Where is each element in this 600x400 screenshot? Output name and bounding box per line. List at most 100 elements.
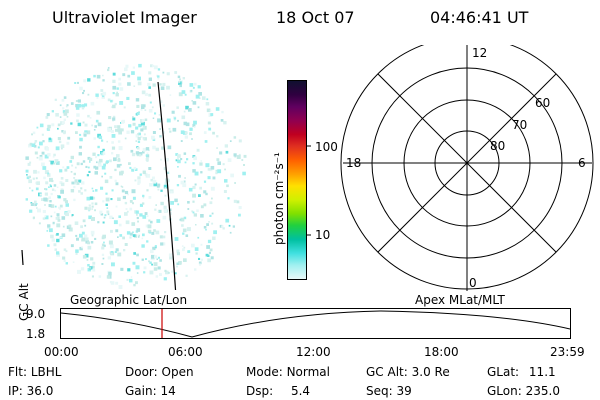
speckle — [205, 192, 208, 196]
speckle — [106, 275, 111, 279]
speckle — [192, 200, 195, 203]
speckle — [141, 244, 145, 248]
speckle — [87, 93, 90, 96]
speckle — [135, 210, 139, 214]
speckle — [111, 152, 114, 155]
speckle — [118, 285, 123, 289]
speckle — [238, 153, 241, 156]
speckle — [120, 267, 124, 271]
speckle — [183, 152, 187, 155]
speckle — [223, 121, 227, 125]
speckle — [47, 172, 50, 175]
speckle — [92, 268, 96, 272]
speckle — [25, 198, 28, 201]
speckle — [242, 171, 246, 176]
speckle — [44, 204, 46, 206]
speckle — [106, 160, 109, 164]
speckle — [222, 227, 225, 230]
speckle — [110, 198, 113, 201]
speckle — [110, 99, 113, 103]
speckle — [87, 166, 90, 169]
speckle — [142, 233, 145, 237]
speckle — [103, 241, 105, 244]
speckle — [124, 137, 127, 140]
speckle — [49, 177, 53, 182]
speckle — [167, 199, 169, 202]
speckle — [86, 196, 91, 201]
speckle — [156, 219, 161, 223]
speckle — [102, 148, 105, 152]
speckle — [126, 210, 129, 213]
speckle — [192, 193, 196, 198]
speckle — [111, 134, 116, 138]
speckle — [44, 215, 49, 220]
speckle — [176, 158, 179, 161]
mlt-label-18: 18 — [346, 156, 362, 170]
speckle — [141, 105, 145, 109]
speckle — [61, 121, 65, 125]
speckle — [76, 162, 80, 166]
speckle — [38, 222, 41, 225]
speckle — [102, 152, 106, 155]
speckle — [145, 258, 147, 260]
speckle — [158, 256, 160, 259]
speckle — [98, 163, 102, 167]
speckle — [103, 216, 106, 219]
speckle — [210, 186, 215, 191]
speckle — [194, 268, 197, 271]
speckle — [102, 234, 106, 239]
speckle — [183, 246, 186, 249]
speckle — [177, 261, 181, 265]
speckle — [228, 224, 231, 227]
speckle — [236, 155, 241, 159]
speckle — [132, 116, 134, 118]
speckle — [64, 168, 68, 172]
speckle — [140, 128, 144, 132]
speckle — [55, 113, 59, 117]
speckle — [148, 109, 153, 113]
speckle — [103, 163, 106, 167]
speckle — [44, 170, 49, 174]
speckle — [154, 208, 157, 211]
speckle — [94, 237, 97, 240]
speckle — [51, 123, 55, 127]
speckle — [66, 166, 70, 169]
speckle — [28, 175, 31, 179]
speckle — [185, 274, 188, 277]
speckle — [36, 203, 38, 205]
speckle — [221, 110, 224, 114]
mlt-label-6: 6 — [578, 156, 586, 170]
speckle — [157, 77, 160, 80]
speckle — [182, 131, 187, 135]
speckle — [137, 133, 140, 135]
speckle — [157, 118, 162, 123]
speckle — [151, 64, 155, 67]
speckle — [162, 71, 165, 74]
speckle — [80, 267, 85, 271]
speckle — [122, 236, 125, 240]
speckle — [132, 122, 136, 126]
speckle — [177, 166, 179, 168]
speckle — [162, 235, 166, 239]
speckle — [177, 119, 179, 122]
speckle — [148, 219, 151, 222]
speckle — [147, 82, 151, 86]
speckle — [185, 122, 190, 127]
speckle — [164, 194, 167, 197]
speckle — [209, 248, 213, 252]
speckle — [101, 253, 105, 256]
speckle — [67, 136, 71, 140]
speckle — [148, 86, 151, 89]
speckle — [110, 130, 114, 133]
speckle — [160, 86, 165, 90]
speckle — [111, 141, 114, 144]
speckle — [229, 231, 232, 234]
speckle — [149, 101, 152, 104]
speckle — [171, 110, 175, 114]
speckle — [87, 241, 90, 245]
speckle — [48, 196, 51, 199]
speckle — [138, 236, 140, 238]
speckle — [44, 188, 46, 190]
speckle — [169, 130, 172, 133]
speckle — [210, 113, 214, 116]
